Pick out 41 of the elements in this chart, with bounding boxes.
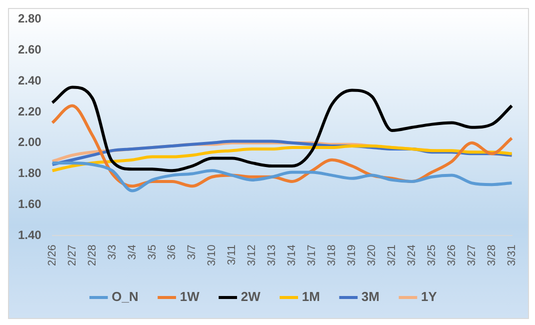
x-tick-label: 3/28 [486,244,498,266]
legend-label: 3M [361,289,380,304]
legend-label: O_N [112,289,138,304]
x-tick-label: 3/6 [166,244,178,260]
y-tick-label: 1.80 [18,166,42,180]
y-tick-label: 2.40 [18,73,42,88]
x-tick-label: 3/7 [186,244,198,260]
x-tick-label: 3/4 [126,244,138,260]
y-tick-label: 2.60 [18,42,42,56]
line-series [50,161,514,192]
legend-label: 1M [302,289,320,304]
y-tick-label: 2.80 [18,12,42,26]
x-tick-label: 3/27 [466,244,478,266]
x-tick-label: 2/26 [46,244,58,266]
x-tick-label: 3/11 [226,244,238,266]
x-tick-label: 2/28 [86,244,98,266]
x-tick-label: 3/13 [266,244,278,266]
x-tick-label: 3/14 [286,244,298,266]
x-tick-label: 3/17 [306,244,318,266]
x-tick-label: 3/10 [206,244,218,266]
x-tick-label: 3/5 [146,244,158,260]
x-tick-label: 3/19 [346,244,358,266]
legend-label: 1Y [420,289,438,304]
y-tick-label: 2.20 [18,104,42,118]
x-tick-label: 3/18 [326,244,338,266]
x-tick-label: 3/24 [406,244,418,266]
legend-label: 1W [180,289,200,304]
y-tick-label: 2.00 [18,135,42,150]
y-tick-label: 1.40 [18,228,42,242]
legend-label: 2W [240,289,262,304]
x-tick-label: 3/21 [386,244,398,266]
x-tick-label: 3/3 [106,244,118,260]
line-series [50,144,514,172]
y-tick-label: 1.60 [18,196,42,211]
x-tick-label: 2/27 [66,244,78,266]
x-tick-label: 3/26 [446,244,458,266]
line-series [50,86,514,172]
x-tick-label: 3/20 [366,244,378,266]
x-tick-label: 3/31 [506,244,518,266]
x-tick-label: 3/12 [246,244,258,266]
x-tick-label: 3/25 [426,244,438,266]
